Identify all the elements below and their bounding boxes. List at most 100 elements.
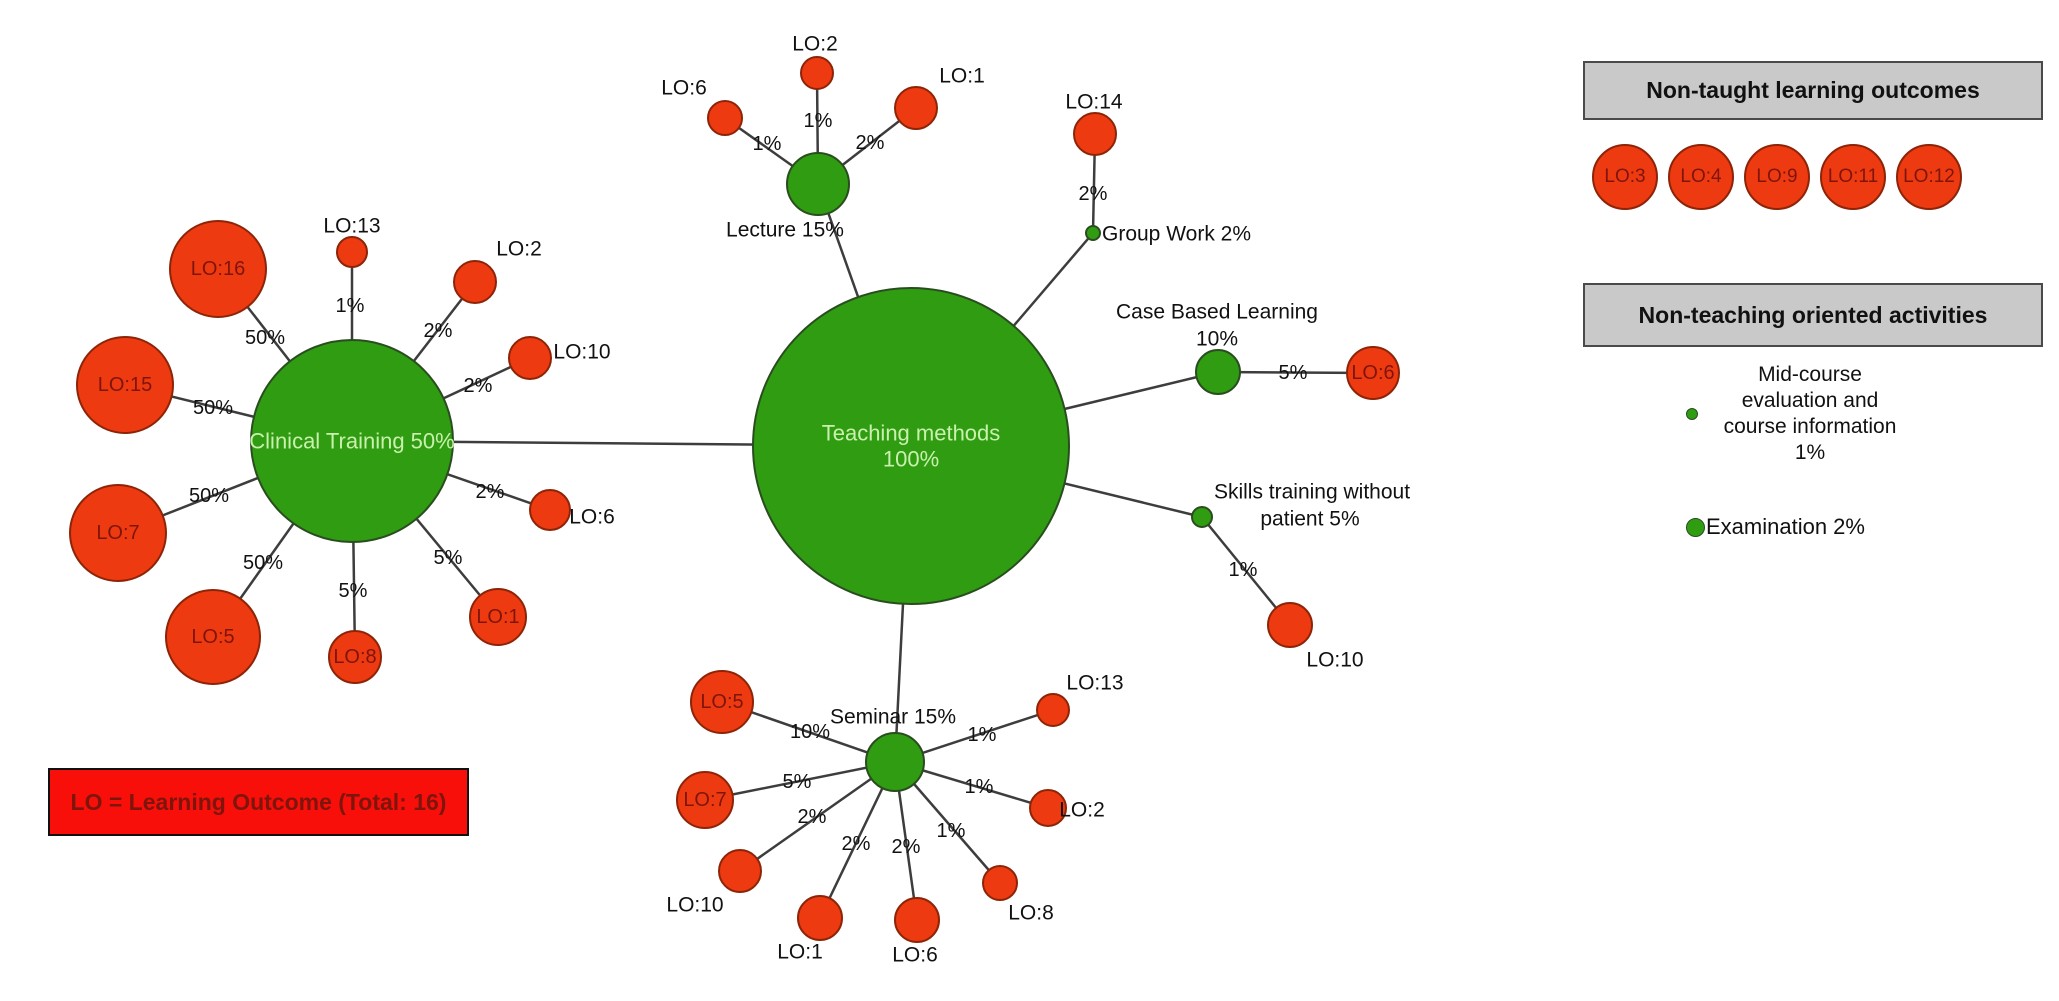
node-label-sem-lo5-0: LO:5: [700, 691, 743, 713]
node-cl-lo7: [69, 484, 167, 582]
legend-circle-lo3: LO:3: [1592, 144, 1658, 210]
non-taught-legend-header: Non-taught learning outcomes: [1583, 61, 2043, 120]
node-teaching: [752, 287, 1070, 605]
node-sem-lo7: [676, 771, 734, 829]
node-label-teaching-0: Teaching methods: [822, 421, 1001, 446]
mid-course-label-line: 1%: [1794, 441, 1826, 464]
edge-label-skills-sk-lo10: 1%: [1229, 559, 1258, 581]
legend-circle-label: LO:9: [1756, 166, 1798, 187]
float-label-16-lo-10: LO:10: [666, 894, 723, 917]
float-label-20-lo-2: LO:2: [1059, 799, 1105, 822]
float-label-1-group-work-2-: Group Work 2%: [1102, 223, 1251, 246]
non-teaching-legend-header: Non-teaching oriented activities: [1583, 283, 2043, 347]
node-label-cl-lo5-0: LO:5: [191, 626, 234, 648]
legend-circle-label: LO:4: [1680, 166, 1722, 187]
lo-total-note: LO = Learning Outcome (Total: 16): [48, 768, 469, 836]
float-label-13-lo-1: LO:1: [939, 65, 985, 88]
node-cl-lo10: [508, 336, 552, 380]
node-lec-lo1: [894, 86, 938, 130]
float-label-17-lo-1: LO:1: [777, 941, 823, 964]
legend-circle-label: LO:3: [1604, 166, 1646, 187]
float-label-6-seminar-15-: Seminar 15%: [830, 706, 956, 729]
node-sem-lo5: [690, 670, 754, 734]
legend-circle-lo12: LO:12: [1896, 144, 1962, 210]
node-label-cl-lo8-0: LO:8: [333, 646, 376, 668]
node-sem-lo1: [797, 895, 843, 941]
float-label-19-lo-8: LO:8: [1008, 902, 1054, 925]
float-label-8-lo-2: LO:2: [496, 238, 542, 261]
node-label-cl-lo7-0: LO:7: [96, 522, 139, 544]
node-label-cl-lo1-0: LO:1: [476, 606, 519, 628]
edge-seminar-sem-lo7: [704, 760, 896, 802]
edge-label-seminar-sem-lo8: 1%: [937, 820, 966, 842]
edge-label-seminar-sem-lo2: 1%: [965, 776, 994, 798]
edge-label-seminar-sem-lo10: 2%: [798, 806, 827, 828]
node-skills: [1191, 506, 1213, 528]
float-label-10-lo-6: LO:6: [569, 506, 615, 529]
legend-circle-label: LO:12: [1903, 166, 1955, 187]
edge-label-clinical-cl-lo6: 2%: [476, 481, 505, 503]
float-label-12-lo-2: LO:2: [792, 33, 838, 56]
edge-label-clinical-cl-lo10: 2%: [464, 375, 493, 397]
mid-course-item: Mid-course evaluation and course informati…: [1650, 362, 1916, 466]
edge-label-clinical-cl-lo2: 2%: [424, 320, 453, 342]
node-sk-lo10: [1267, 602, 1313, 648]
edge-label-seminar-sem-lo1: 2%: [842, 833, 871, 855]
float-label-2-case-based-learning: Case Based Learning: [1116, 301, 1318, 324]
node-lec-lo2: [800, 56, 834, 90]
non-taught-legend-title: Non-taught learning outcomes: [1646, 77, 1980, 103]
float-label-21-lo-13: LO:13: [1066, 672, 1123, 695]
edge-label-clinical-cl-lo13: 1%: [336, 295, 365, 317]
edge-label-casebased-cb-lo6: 5%: [1279, 362, 1308, 384]
non-teaching-legend-title: Non-teaching oriented activities: [1638, 301, 1988, 328]
node-lec-lo6: [707, 100, 743, 136]
node-cb-lo6: [1346, 346, 1400, 400]
edge-label-clinical-cl-lo1: 5%: [434, 547, 463, 569]
node-label-cl-lo15-0: LO:15: [98, 374, 152, 396]
edge-label-lecture-lec-lo1: 2%: [856, 132, 885, 154]
float-label-9-lo-10: LO:10: [553, 341, 610, 364]
edge-label-seminar-sem-lo13: 1%: [968, 724, 997, 746]
mid-course-label-line: course information: [1723, 415, 1897, 438]
edge-label-clinical-cl-lo5: 50%: [243, 552, 283, 574]
edge-label-groupwork-gw-lo14: 2%: [1079, 183, 1108, 205]
float-label-18-lo-6: LO:6: [892, 944, 938, 967]
node-label-clinical-0: Clinical Training 50%: [249, 429, 454, 454]
edge-label-seminar-sem-lo7: 5%: [783, 771, 812, 793]
node-cl-lo2: [453, 260, 497, 304]
legend-circle-label: LO:11: [1827, 166, 1879, 187]
edge-label-lecture-lec-lo6: 1%: [753, 133, 782, 155]
edge-skills-sk-lo10: [1201, 516, 1291, 626]
non-taught-lo-row: LO:3 LO:4 LO:9 LO:11 LO:12: [1592, 144, 1962, 210]
float-label-0-lecture-15-: Lecture 15%: [726, 219, 844, 242]
node-gw-lo14: [1073, 112, 1117, 156]
legend-circle-lo4: LO:4: [1668, 144, 1734, 210]
node-label-cb-lo6-0: LO:6: [1351, 362, 1394, 384]
edge-label-lecture-lec-lo2: 1%: [804, 110, 833, 132]
node-cl-lo16: [169, 220, 267, 318]
mid-course-label-line: Mid-course: [1758, 363, 1862, 386]
float-label-7-lo-13: LO:13: [323, 215, 380, 238]
node-cl-lo5: [165, 589, 261, 685]
edge-label-clinical-cl-lo7: 50%: [189, 485, 229, 507]
edge-label-clinical-cl-lo8: 5%: [339, 580, 368, 602]
float-label-3-10-: 10%: [1196, 328, 1238, 351]
examination-dot-icon: [1686, 517, 1705, 537]
node-cl-lo6: [529, 489, 571, 531]
legend-circle-lo11: LO:11: [1820, 144, 1886, 210]
mid-course-label-line: evaluation and: [1741, 389, 1879, 412]
float-label-5-patient-5-: patient 5%: [1260, 508, 1359, 531]
edge-seminar-sem-lo10: [739, 760, 896, 873]
node-seminar: [865, 732, 925, 792]
mid-course-dot-icon: [1686, 408, 1698, 420]
node-casebased: [1195, 349, 1241, 395]
node-label-sem-lo7-0: LO:7: [683, 789, 726, 811]
node-sem-lo2: [1029, 789, 1067, 827]
node-clinical: [250, 339, 454, 543]
node-cl-lo1: [469, 588, 527, 646]
float-label-11-lo-6: LO:6: [661, 77, 707, 100]
edge-label-clinical-cl-lo15: 50%: [193, 397, 233, 419]
node-cl-lo13: [336, 236, 368, 268]
